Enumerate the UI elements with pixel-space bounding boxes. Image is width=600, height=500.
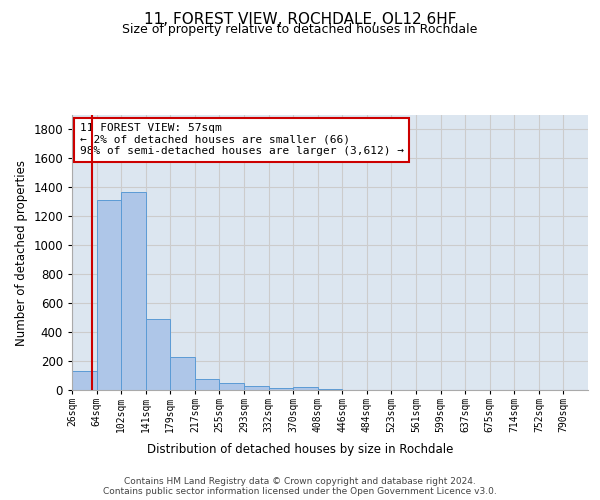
- Bar: [72, 371, 97, 390]
- Bar: [220, 384, 244, 390]
- Bar: [195, 379, 220, 390]
- Bar: [244, 386, 269, 390]
- Bar: [97, 200, 121, 390]
- Bar: [318, 389, 342, 390]
- Bar: [293, 387, 318, 390]
- Text: Contains public sector information licensed under the Open Government Licence v3: Contains public sector information licen…: [103, 488, 497, 496]
- Text: 11, FOREST VIEW, ROCHDALE, OL12 6HF: 11, FOREST VIEW, ROCHDALE, OL12 6HF: [144, 12, 456, 28]
- Bar: [146, 319, 170, 390]
- Bar: [269, 388, 293, 390]
- Text: Size of property relative to detached houses in Rochdale: Size of property relative to detached ho…: [122, 22, 478, 36]
- Bar: [121, 192, 146, 390]
- Bar: [170, 358, 195, 390]
- Text: 11 FOREST VIEW: 57sqm
← 2% of detached houses are smaller (66)
98% of semi-detac: 11 FOREST VIEW: 57sqm ← 2% of detached h…: [80, 123, 404, 156]
- Y-axis label: Number of detached properties: Number of detached properties: [14, 160, 28, 346]
- Text: Contains HM Land Registry data © Crown copyright and database right 2024.: Contains HM Land Registry data © Crown c…: [124, 478, 476, 486]
- Text: Distribution of detached houses by size in Rochdale: Distribution of detached houses by size …: [147, 442, 453, 456]
